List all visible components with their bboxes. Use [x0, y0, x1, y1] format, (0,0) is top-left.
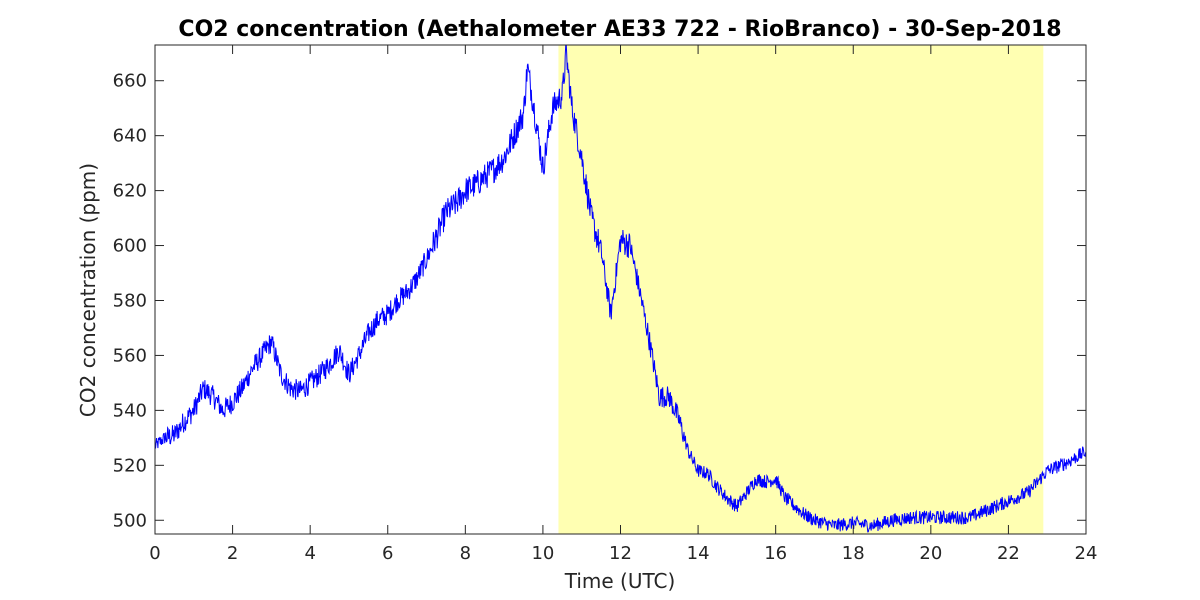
- y-tick-label: 540: [113, 400, 147, 421]
- x-tick-label: 14: [687, 543, 710, 564]
- x-tick-label: 2: [227, 543, 238, 564]
- x-tick-label: 12: [609, 543, 632, 564]
- x-tick-label: 4: [304, 543, 315, 564]
- y-tick-label: 500: [113, 510, 147, 531]
- x-tick-label: 18: [842, 543, 865, 564]
- x-tick-label: 10: [531, 543, 554, 564]
- x-tick-label: 22: [997, 543, 1020, 564]
- y-tick-label: 600: [113, 236, 147, 257]
- y-tick-label: 640: [113, 126, 147, 147]
- x-tick-label: 8: [460, 543, 471, 564]
- x-axis-label: Time (UTC): [564, 569, 676, 593]
- plot-area: 0 2 4 6 8 10 12 14 16 18 20 22 245005205405605806006…: [113, 44, 1098, 564]
- x-tick-label: 20: [919, 543, 942, 564]
- y-tick-label: 660: [113, 71, 147, 92]
- highlight-region: [558, 45, 1044, 534]
- y-tick-label: 580: [113, 290, 147, 311]
- x-tick-label: 6: [382, 543, 393, 564]
- y-axis-label: CO2 concentration (ppm): [76, 163, 100, 417]
- y-tick-label: 560: [113, 345, 147, 366]
- x-tick-label: 0: [149, 543, 160, 564]
- y-tick-label: 620: [113, 181, 147, 202]
- data-line: [155, 45, 1086, 533]
- x-tick-label: 16: [764, 543, 787, 564]
- x-tick-label: 24: [1075, 543, 1098, 564]
- chart-title: CO2 concentration (Aethalometer AE33 722…: [178, 17, 1061, 42]
- y-tick-label: 520: [113, 455, 147, 476]
